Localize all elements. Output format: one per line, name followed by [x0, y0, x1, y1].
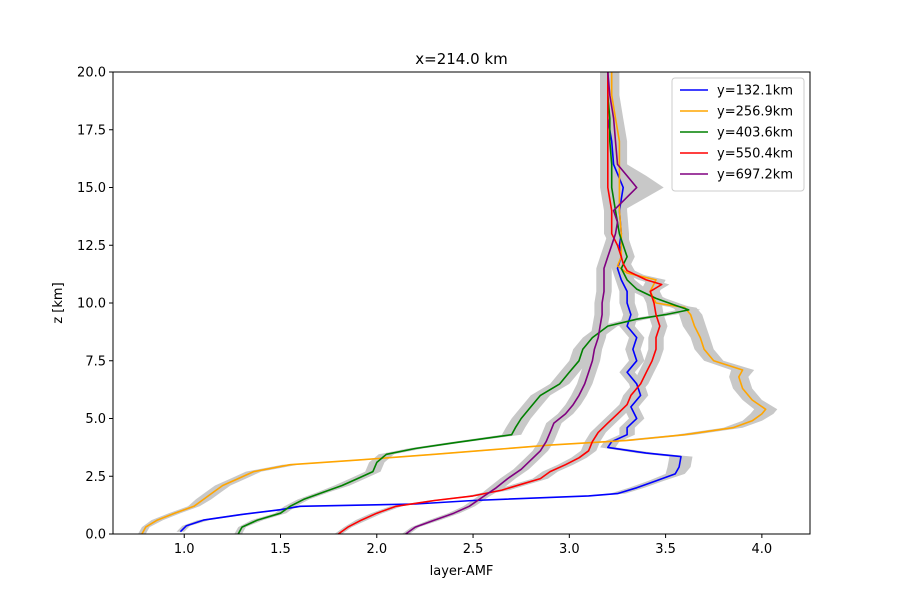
series-lines: [141, 71, 767, 535]
y-axis-ticks: 0.0 2.5 5.0 7.5 10.0 12.5 15.0 17.5 20.0: [77, 66, 113, 543]
legend-label: y=697.2km: [717, 168, 793, 183]
y-tick-label: 17.5: [77, 123, 106, 138]
y-tick-label: 20.0: [77, 66, 106, 81]
legend: y=132.1km y=256.9km y=403.6km y=550.4km y=69…: [671, 77, 805, 192]
y-tick-label: 15.0: [77, 181, 106, 196]
chart-title: x=214.0 km: [415, 50, 507, 68]
y-axis-label: z [km]: [51, 282, 66, 323]
y-tick-label: 7.5: [85, 354, 106, 369]
legend-label: y=403.6km: [717, 126, 793, 141]
x-tick-label: 2.5: [463, 542, 484, 557]
y-tick-label: 10.0: [77, 297, 106, 312]
x-tick-label: 3.5: [655, 542, 676, 557]
x-tick-label: 1.5: [270, 542, 291, 557]
x-tick-label: 1.0: [174, 542, 195, 557]
legend-label: y=550.4km: [717, 147, 793, 162]
x-tick-label: 2.0: [366, 542, 387, 557]
y-tick-label: 2.5: [85, 470, 106, 485]
x-axis-label: layer-AMF: [430, 564, 494, 579]
y-tick-label: 12.5: [77, 239, 106, 254]
legend-box: [671, 77, 805, 192]
x-tick-label: 4.0: [752, 542, 773, 557]
series-line: [337, 72, 663, 535]
x-tick-label: 3.0: [559, 542, 580, 557]
y-tick-label: 0.0: [85, 528, 106, 543]
series-line: [405, 71, 638, 535]
y-tick-label: 5.0: [85, 412, 106, 427]
legend-label: y=256.9km: [717, 105, 793, 120]
x-axis-ticks: 1.0 1.5 2.0 2.5 3.0 3.5 4.0: [174, 534, 772, 557]
legend-label: y=132.1km: [717, 84, 793, 99]
series-line: [237, 72, 690, 535]
